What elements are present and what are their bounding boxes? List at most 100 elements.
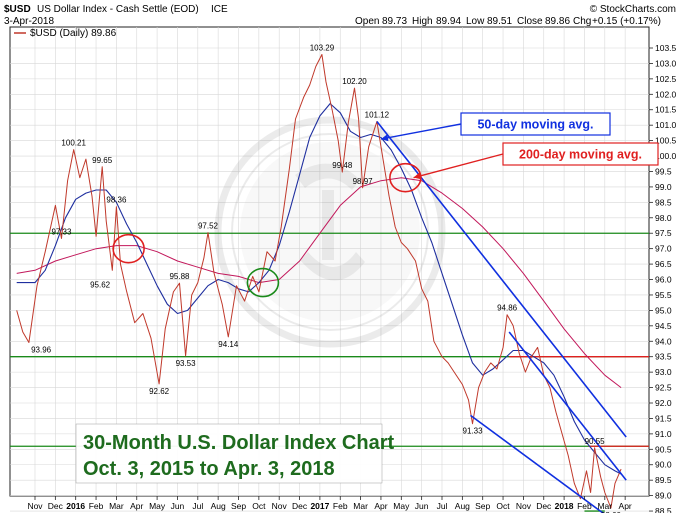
x-tick-label: Mar bbox=[109, 501, 124, 511]
y-tick-label: 98.5 bbox=[655, 197, 672, 207]
y-tick-label: 103.0 bbox=[655, 58, 677, 68]
peak-value-label: 95.88 bbox=[169, 272, 190, 281]
peak-value-label: 99.65 bbox=[92, 156, 113, 165]
ohlc-close: 89.86 bbox=[545, 16, 570, 27]
y-tick-label: 99.5 bbox=[655, 166, 672, 176]
symbol: $USD bbox=[4, 4, 31, 15]
peak-value-label: 99.48 bbox=[332, 161, 353, 170]
x-tick-label: Sep bbox=[475, 501, 490, 511]
y-tick-label: 94.5 bbox=[655, 321, 672, 331]
peak-value-label: 98.97 bbox=[353, 177, 374, 186]
x-tick-label: Oct bbox=[496, 501, 510, 511]
y-tick-label: 103.5 bbox=[655, 43, 677, 53]
x-tick-label: May bbox=[149, 501, 166, 511]
ohlc-low-label: Low bbox=[466, 16, 485, 27]
x-tick-label: 2017 bbox=[310, 501, 329, 511]
chart-date: 3-Apr-2018 bbox=[4, 16, 54, 27]
y-tick-label: 94.0 bbox=[655, 336, 672, 346]
x-tick-label: Apr bbox=[619, 501, 632, 511]
peak-value-label: 91.33 bbox=[463, 427, 484, 436]
peak-value-label: 103.29 bbox=[310, 43, 335, 52]
x-tick-label: Mar bbox=[353, 501, 368, 511]
y-tick-label: 101.5 bbox=[655, 105, 677, 115]
x-tick-label: 2018 bbox=[555, 501, 574, 511]
x-tick-label: Feb bbox=[89, 501, 104, 511]
coin-watermark bbox=[214, 116, 446, 348]
x-tick-label: May bbox=[393, 501, 410, 511]
ma200-callout-arrow bbox=[413, 153, 504, 179]
y-tick-label: 91.5 bbox=[655, 413, 672, 423]
peak-value-label: 90.55 bbox=[585, 437, 606, 446]
ohlc-open: 89.73 bbox=[382, 16, 407, 27]
x-tick-label: Jul bbox=[192, 501, 203, 511]
ma50-callout-arrow-head bbox=[380, 134, 389, 142]
x-tick-label: Nov bbox=[516, 501, 532, 511]
y-tick-label: 96.5 bbox=[655, 259, 672, 269]
x-tick-label: Oct bbox=[252, 501, 266, 511]
x-tick-label: Feb bbox=[577, 501, 592, 511]
chart-header: $USD US Dollar Index - Cash Settle (EOD)… bbox=[4, 4, 676, 27]
ma200-callout-label: 200-day moving avg. bbox=[519, 148, 642, 162]
y-tick-label: 96.0 bbox=[655, 275, 672, 285]
chart-title-line1: 30-Month U.S. Dollar Index Chart bbox=[83, 432, 394, 454]
y-tick-label: 93.5 bbox=[655, 352, 672, 362]
x-tick-label: Dec bbox=[48, 501, 64, 511]
chart-title-line2: Oct. 3, 2015 to Apr. 3, 2018 bbox=[83, 458, 335, 480]
y-tick-label: 102.5 bbox=[655, 74, 677, 84]
y-tick-label: 95.0 bbox=[655, 305, 672, 315]
x-tick-label: Sep bbox=[231, 501, 246, 511]
ohlc-high-label: High bbox=[412, 16, 433, 27]
attribution: © StockCharts.com bbox=[590, 4, 676, 15]
red-crossover-circle bbox=[389, 162, 422, 193]
x-tick-label: Nov bbox=[272, 501, 288, 511]
peak-value-label: 88.60 bbox=[601, 511, 622, 513]
x-tick-label: Dec bbox=[292, 501, 308, 511]
peak-value-label: 93.96 bbox=[31, 345, 52, 354]
x-tick-label: Dec bbox=[536, 501, 552, 511]
ohlc-open-label: Open bbox=[355, 16, 379, 27]
legend-label: $USD (Daily) 89.86 bbox=[30, 28, 117, 39]
y-tick-label: 93.0 bbox=[655, 367, 672, 377]
y-tick-label: 99.0 bbox=[655, 182, 672, 192]
x-tick-label: Aug bbox=[455, 501, 470, 511]
exchange: ICE bbox=[211, 4, 228, 15]
ma50-callout-label: 50-day moving avg. bbox=[477, 118, 593, 132]
x-tick-label: Jun bbox=[415, 501, 429, 511]
index-name: US Dollar Index - Cash Settle (EOD) bbox=[37, 4, 199, 15]
x-tick-label: Jul bbox=[437, 501, 448, 511]
peak-value-label: 97.52 bbox=[198, 222, 219, 231]
blue-trend-line bbox=[470, 414, 605, 513]
x-tick-label: Mar bbox=[597, 501, 612, 511]
ohlc-close-label: Close bbox=[517, 16, 543, 27]
y-tick-label: 89.0 bbox=[655, 491, 672, 501]
y-tick-label: 90.5 bbox=[655, 444, 672, 454]
y-tick-label: 92.0 bbox=[655, 398, 672, 408]
ma200-line bbox=[16, 177, 622, 388]
peak-value-label: 97.33 bbox=[51, 227, 72, 236]
y-axis-labels: 88.5 89.0 89.5 90.0 90.5 91.0 91.5 92.0 92.5 93.0… bbox=[649, 43, 677, 513]
x-tick-label: Nov bbox=[27, 501, 43, 511]
x-tick-label: Feb bbox=[333, 501, 348, 511]
peak-value-label: 100.21 bbox=[61, 139, 86, 148]
y-tick-label: 88.5 bbox=[655, 506, 672, 513]
peak-value-label: 101.12 bbox=[365, 110, 390, 119]
peak-value-label: 94.14 bbox=[218, 340, 239, 349]
ohlc-chg-label: Chg bbox=[573, 16, 591, 27]
peak-value-label: 93.53 bbox=[176, 359, 197, 368]
peak-value-label: 95.62 bbox=[90, 280, 111, 289]
blue-trend-line bbox=[508, 331, 627, 481]
ma50-callout: 50-day moving avg. bbox=[460, 112, 611, 136]
y-tick-label: 102.0 bbox=[655, 89, 677, 99]
y-tick-label: 98.0 bbox=[655, 213, 672, 223]
y-tick-label: 97.5 bbox=[655, 228, 672, 238]
y-tick-label: 92.5 bbox=[655, 383, 672, 393]
ohlc-high: 89.94 bbox=[436, 16, 461, 27]
y-tick-label: 100.0 bbox=[655, 151, 677, 161]
x-axis-labels: Nov Dec 2016 Feb Mar Apr May Jun Jul Aug Sep Oct Nov… bbox=[27, 496, 632, 511]
y-tick-label: 97.0 bbox=[655, 244, 672, 254]
x-tick-label: Aug bbox=[211, 501, 226, 511]
x-tick-label: Apr bbox=[374, 501, 387, 511]
ohlc-low: 89.51 bbox=[487, 16, 512, 27]
